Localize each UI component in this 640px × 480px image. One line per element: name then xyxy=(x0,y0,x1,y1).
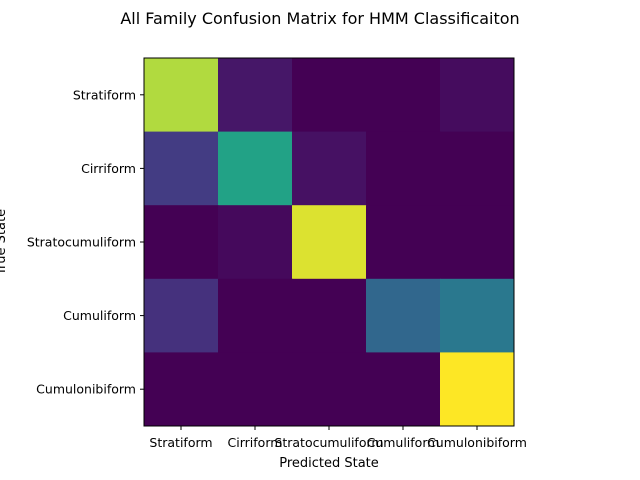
heatmap-cell xyxy=(366,352,441,427)
x-tick-label: Cumuliform xyxy=(367,435,440,450)
x-tick-label: Cumulonibiform xyxy=(427,435,527,450)
heatmap-cell xyxy=(218,58,293,133)
y-tick-label: Cumulonibiform xyxy=(36,382,136,397)
y-tick-label: Cirriform xyxy=(81,161,136,176)
heatmap-cell xyxy=(440,58,515,133)
heatmap-cell xyxy=(440,352,515,427)
heatmap-cells xyxy=(144,58,515,427)
chart-title: All Family Confusion Matrix for HMM Clas… xyxy=(120,9,519,28)
heatmap-cell xyxy=(366,205,441,280)
x-tick-label: Stratiform xyxy=(149,435,212,450)
x-tick-label: Cirriform xyxy=(228,435,283,450)
heatmap-cell xyxy=(144,205,219,280)
heatmap-cell xyxy=(366,58,441,133)
x-axis-ticks: Stratiform CirriformStratocumuliformCumul… xyxy=(149,426,527,450)
heatmap-cell xyxy=(144,278,219,353)
heatmap-cell xyxy=(292,58,367,133)
heatmap-cell xyxy=(218,278,293,353)
heatmap-cell xyxy=(292,205,367,280)
heatmap-cell xyxy=(144,58,219,133)
heatmap-cell xyxy=(366,278,441,353)
heatmap-cell xyxy=(292,352,367,427)
y-tick-label: Cumuliform xyxy=(63,308,136,323)
heatmap-cell xyxy=(218,205,293,280)
heatmap-cell xyxy=(218,131,293,206)
y-tick-label: Stratocumuliform xyxy=(27,235,136,250)
heatmap-cell xyxy=(366,131,441,206)
heatmap-cell xyxy=(144,131,219,206)
y-axis-ticks: Stratiform Cirriform Stratocumuliform Cumul… xyxy=(27,87,144,397)
heatmap-cell xyxy=(144,352,219,427)
heatmap-cell xyxy=(440,278,515,353)
heatmap-cell xyxy=(292,131,367,206)
heatmap-cell xyxy=(218,352,293,427)
y-axis-label: True State xyxy=(0,209,9,276)
y-tick-label: Stratiform xyxy=(73,87,136,102)
x-axis-label: Predicted State xyxy=(279,456,379,471)
heatmap-cell xyxy=(440,205,515,280)
x-tick-label: Stratocumuliform xyxy=(274,435,383,450)
heatmap-cell xyxy=(292,278,367,353)
heatmap-cell xyxy=(440,131,515,206)
